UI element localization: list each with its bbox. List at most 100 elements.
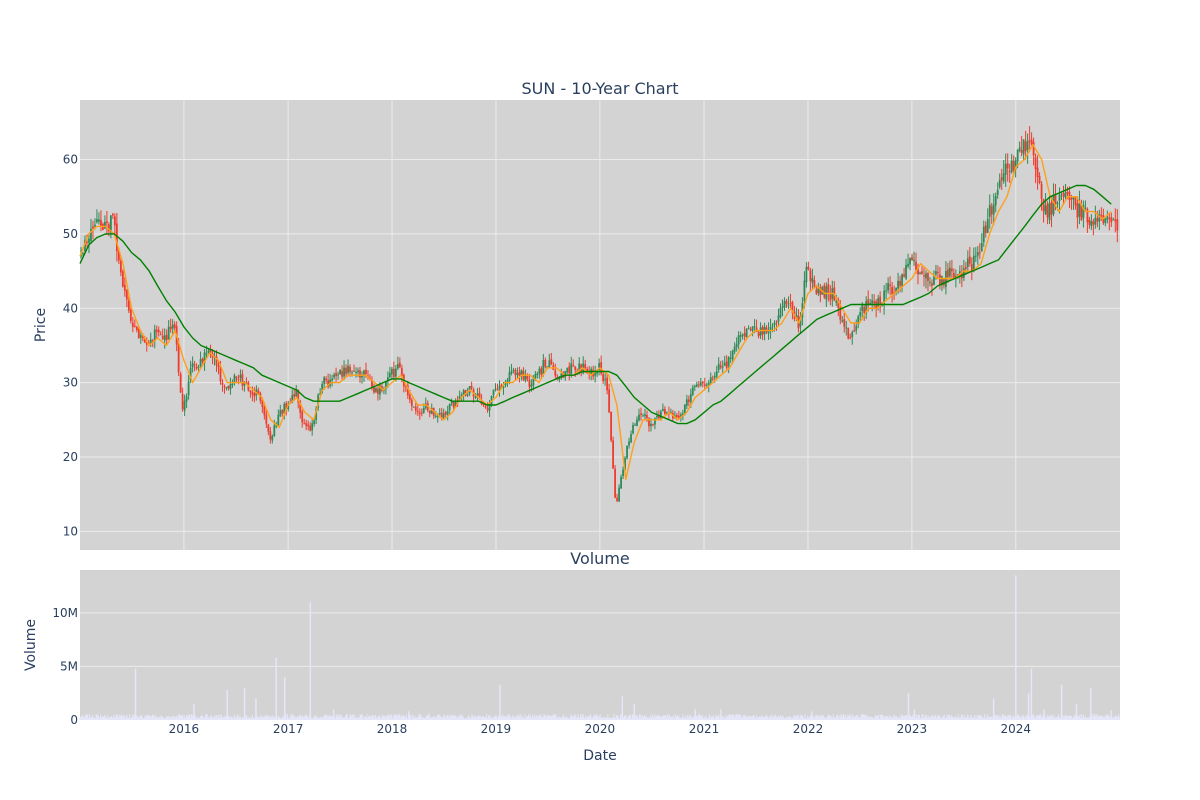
candle-body [560, 373, 563, 378]
candle-body [1030, 139, 1033, 145]
candle-body [88, 238, 90, 243]
candle-body [209, 349, 212, 353]
candle-body [799, 316, 802, 327]
candle-body [624, 458, 626, 470]
candle-body [773, 322, 776, 326]
x-tick-label: 2021 [689, 722, 720, 736]
candle-body [261, 399, 264, 408]
candle-body [484, 406, 487, 408]
candle-body [229, 384, 232, 390]
candle-body [131, 322, 134, 327]
candle-body [658, 415, 660, 419]
candle-body [1020, 150, 1023, 153]
candle-body [634, 424, 636, 426]
candle-body [524, 375, 527, 381]
candle-body [504, 382, 507, 386]
candle-body [994, 195, 997, 206]
candle-body [743, 332, 746, 337]
candle-body [251, 392, 254, 395]
candle-body [253, 393, 256, 397]
candle-body [540, 368, 543, 375]
candle-body [777, 315, 780, 322]
candle-body [532, 377, 535, 386]
candle-body [1096, 218, 1099, 222]
candle-body [355, 371, 357, 373]
candle-body [913, 259, 915, 262]
candle-body [287, 404, 290, 410]
candle-body [1032, 141, 1035, 156]
candle-body [570, 363, 573, 375]
candle-body [125, 289, 128, 300]
candle-body [215, 356, 218, 366]
x-tick-label: 2016 [169, 722, 200, 736]
candle-body [137, 328, 140, 339]
candle-body [241, 373, 244, 386]
candle-body [428, 410, 431, 414]
candle-body [1044, 205, 1047, 214]
candle-body [662, 409, 664, 411]
volume-plot-area [80, 570, 1120, 720]
candle-body [442, 413, 445, 418]
candle-body [205, 353, 208, 355]
candle-body [664, 409, 666, 415]
candle-body [145, 342, 148, 345]
candle-body [303, 423, 306, 425]
candle-body [1066, 191, 1069, 194]
candle-body [807, 266, 810, 270]
candle-body [398, 362, 401, 368]
candle-body [741, 334, 744, 336]
candle-body [153, 329, 156, 341]
candle-body [863, 307, 866, 313]
candle-body [974, 255, 977, 257]
candle-body [474, 396, 477, 399]
candle-body [923, 275, 925, 277]
candle-body [1052, 195, 1055, 214]
candle-body [650, 423, 652, 427]
candle-body [113, 216, 116, 226]
price-y-tick-labels: 10 20 30 40 50 60 [63, 153, 78, 539]
candle-body [281, 410, 284, 414]
candle-body [947, 269, 949, 278]
candle-body [406, 385, 409, 396]
candle-body [243, 381, 246, 386]
candle-body [321, 383, 324, 394]
candle-body [460, 394, 463, 396]
candle-body [388, 372, 391, 378]
candle-body [375, 387, 377, 392]
candle-body [636, 419, 638, 426]
price-y-tick-label: 30 [63, 376, 78, 390]
candle-body [106, 221, 108, 224]
candle-body [492, 389, 495, 395]
candle-body [333, 374, 335, 378]
candle-body [217, 365, 220, 367]
candle-body [976, 252, 979, 256]
candle-body [1100, 215, 1103, 217]
candle-body [861, 305, 864, 312]
candle-body [614, 468, 616, 498]
x-tick-labels: 2016 2017 2018 2019 2020 2021 2022 2023 2024 [169, 722, 1031, 736]
candle-body [167, 326, 170, 340]
candle-body [267, 424, 270, 432]
candle-body [151, 340, 154, 342]
candle-body [759, 327, 762, 336]
candle-body [219, 366, 222, 382]
candle-body [1080, 205, 1083, 221]
candle-body [187, 381, 190, 396]
candle-body [104, 221, 106, 229]
candle-body [652, 423, 654, 425]
candle-body [779, 307, 782, 318]
candle-body [163, 335, 166, 341]
candle-body [853, 330, 856, 332]
candle-body [725, 361, 728, 368]
candle-body [201, 358, 204, 362]
candle-body [1098, 213, 1101, 222]
candle-body [494, 388, 497, 390]
candle-body [301, 411, 304, 423]
candle-body [638, 414, 640, 421]
candle-body [1028, 140, 1031, 142]
candle-body [795, 315, 798, 318]
candle-body [231, 383, 234, 385]
price-y-tick-label: 10 [63, 524, 78, 538]
candle-body [86, 242, 88, 244]
candle-body [903, 274, 905, 277]
